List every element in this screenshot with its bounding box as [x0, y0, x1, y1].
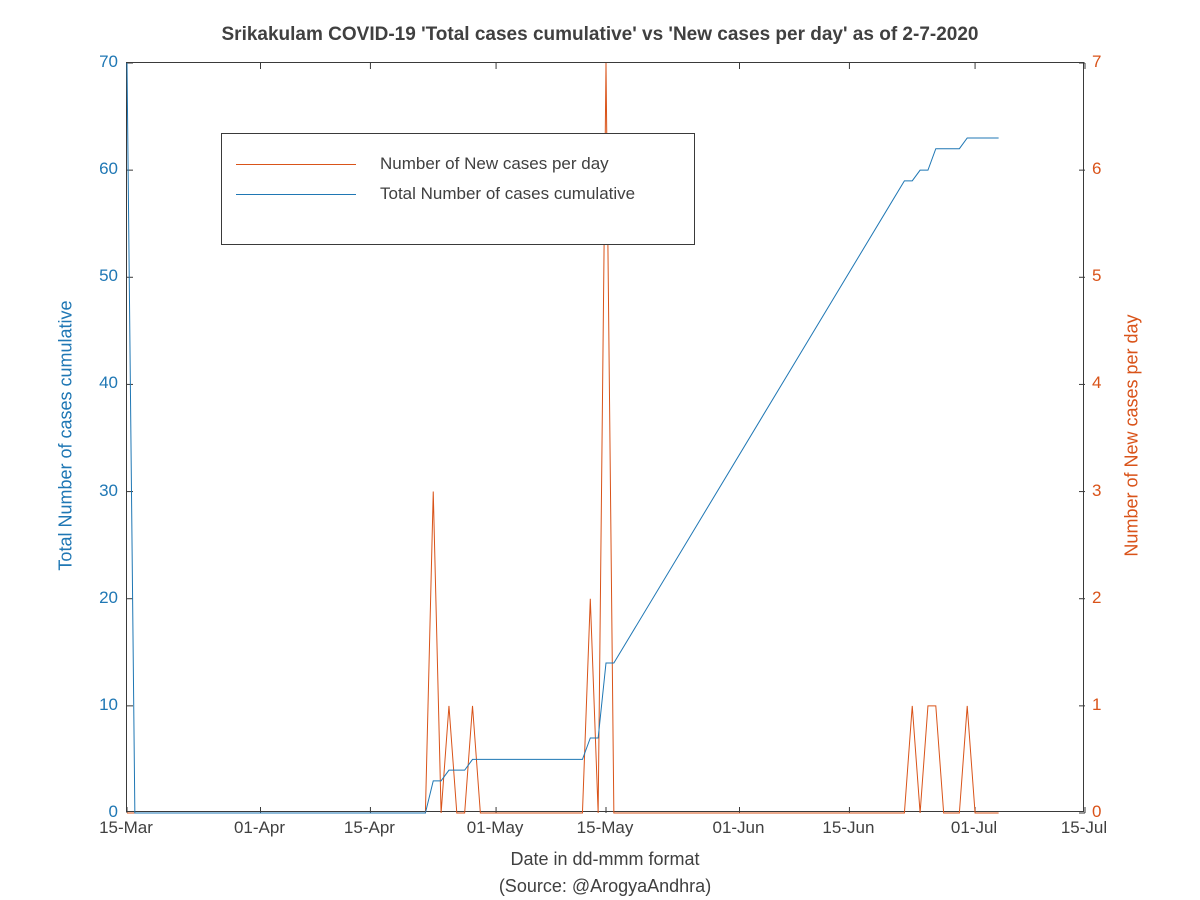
- legend-label: Total Number of cases cumulative: [380, 184, 635, 204]
- chart-container: Srikakulam COVID-19 'Total cases cumulat…: [0, 0, 1200, 900]
- x-tick-label: 15-May: [565, 818, 645, 838]
- legend-swatch: [236, 194, 356, 195]
- y1-tick-label: 70: [78, 52, 118, 72]
- y1-tick-label: 30: [78, 481, 118, 501]
- x-tick-label: 01-May: [455, 818, 535, 838]
- y1-tick-label: 40: [78, 373, 118, 393]
- legend: Number of New cases per day Total Number …: [221, 133, 695, 245]
- y1-tick-label: 10: [78, 695, 118, 715]
- x-axis-label-line2: (Source: @ArogyaAndhra): [126, 873, 1084, 900]
- legend-item: Number of New cases per day: [236, 154, 680, 174]
- y2-tick-label: 4: [1092, 373, 1132, 393]
- y2-tick-label: 0: [1092, 802, 1132, 822]
- y2-tick-label: 7: [1092, 52, 1132, 72]
- legend-item: Total Number of cases cumulative: [236, 184, 680, 204]
- y2-tick-label: 2: [1092, 588, 1132, 608]
- x-tick-label: 15-Jun: [808, 818, 888, 838]
- legend-swatch: [236, 164, 356, 165]
- legend-label: Number of New cases per day: [380, 154, 609, 174]
- y2-tick-label: 3: [1092, 481, 1132, 501]
- y1-axis-label: Total Number of cases cumulative: [56, 286, 77, 586]
- y1-tick-label: 50: [78, 266, 118, 286]
- chart-title: Srikakulam COVID-19 'Total cases cumulat…: [0, 24, 1200, 46]
- y1-tick-label: 20: [78, 588, 118, 608]
- y2-tick-label: 1: [1092, 695, 1132, 715]
- y2-axis-label: Number of New cases per day: [1122, 286, 1143, 586]
- x-tick-label: 01-Jun: [698, 818, 778, 838]
- x-tick-label: 15-Apr: [329, 818, 409, 838]
- y1-tick-label: 0: [78, 802, 118, 822]
- y2-tick-label: 5: [1092, 266, 1132, 286]
- x-tick-label: 01-Apr: [219, 818, 299, 838]
- x-axis-label-line1: Date in dd-mmm format: [126, 846, 1084, 873]
- y1-tick-label: 60: [78, 159, 118, 179]
- x-tick-label: 01-Jul: [934, 818, 1014, 838]
- x-axis-label: Date in dd-mmm format (Source: @ArogyaAn…: [126, 846, 1084, 900]
- y2-tick-label: 6: [1092, 159, 1132, 179]
